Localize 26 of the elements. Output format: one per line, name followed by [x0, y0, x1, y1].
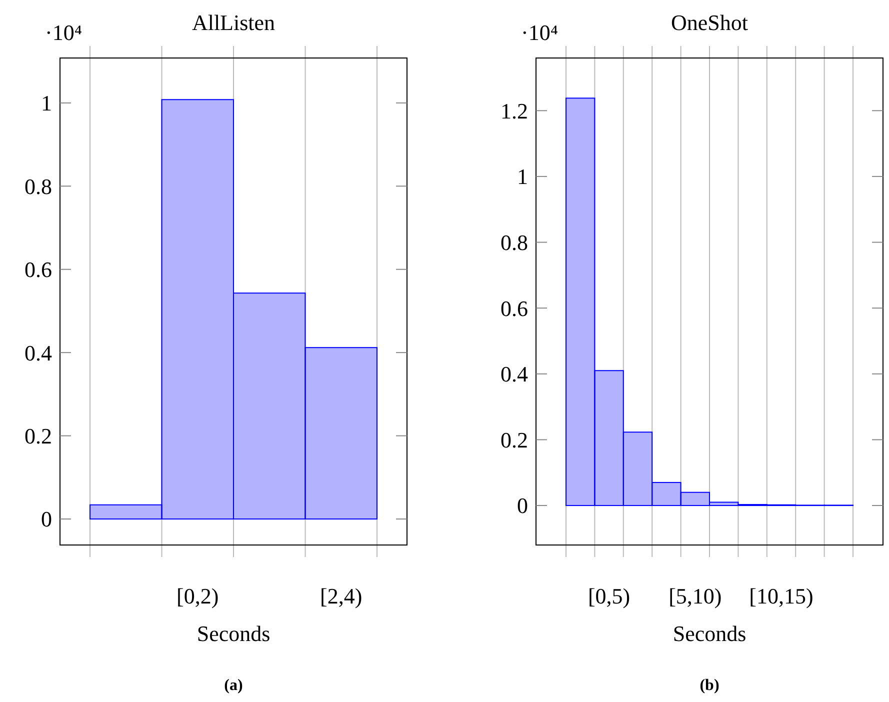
y-tick-label: 0 [517, 493, 528, 518]
x-tick-label: [0,5) [588, 584, 630, 609]
y-tick-label: 0.4 [500, 362, 528, 387]
x-tick-label: [10,15) [749, 584, 814, 609]
chart-title: AllListen [192, 10, 276, 35]
x-tick-label: [5,10) [668, 584, 722, 609]
x-axis-title: Seconds [672, 621, 746, 646]
y-tick-label: 1 [517, 164, 528, 190]
y-tick-label: 0.4 [24, 340, 52, 366]
text: ·10⁴ [521, 20, 558, 45]
text: (b) [700, 677, 720, 694]
x-axis-title: Seconds [196, 621, 270, 646]
y-tick-label: 0 [41, 506, 52, 532]
y-tick-label: 1 [41, 90, 52, 116]
x-tick-label: [2,4) [320, 584, 362, 609]
x-tick-label: [0,2) [176, 584, 219, 609]
y-tick-label: 0.2 [500, 427, 528, 452]
y-tick-label: 0.8 [500, 230, 528, 255]
y-tick-label: 1.2 [500, 98, 528, 124]
text: ·10⁴ [45, 20, 82, 45]
y-tick-label: 0.8 [24, 174, 52, 199]
y-tick-label: 0.6 [24, 257, 52, 282]
y-tick-label: 0.2 [24, 423, 52, 448]
chart-title: OneShot [671, 10, 748, 35]
text: (a) [224, 677, 243, 694]
y-tick-label: 0.6 [500, 296, 528, 321]
